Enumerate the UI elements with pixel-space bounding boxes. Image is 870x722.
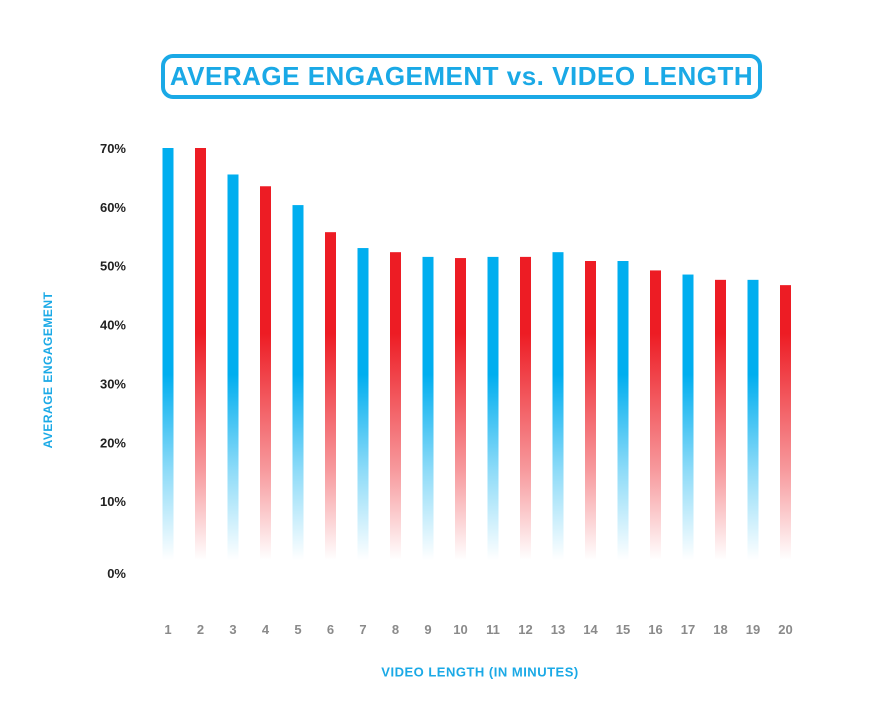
x-tick-label: 13: [551, 622, 565, 637]
bar-14: [585, 261, 596, 560]
bar-6: [325, 232, 336, 560]
bar-11: [487, 256, 499, 560]
x-tick-label: 10: [453, 622, 467, 637]
bar-17: [682, 274, 694, 560]
x-tick-label: 18: [713, 622, 727, 637]
y-tick-label: 40%: [100, 318, 126, 333]
x-tick-label: 9: [424, 622, 431, 637]
y-tick-label: 10%: [100, 494, 126, 509]
bar-9: [422, 256, 434, 560]
x-tick-label: 19: [746, 622, 760, 637]
y-axis-ticks: 0% 10% 20% 30% 40% 50% 60% 70%: [100, 141, 126, 581]
bar-12: [520, 256, 531, 560]
x-tick-label: 16: [648, 622, 662, 637]
y-tick-label: 50%: [100, 259, 126, 274]
x-tick-label: 14: [583, 622, 598, 637]
x-axis-label: VIDEO LENGTH (IN MINUTES): [381, 664, 579, 680]
bar-20: [780, 285, 791, 560]
bar-8: [390, 252, 401, 561]
x-tick-label: 11: [486, 622, 500, 637]
x-tick-label: 5: [294, 622, 301, 637]
x-tick-label: 1: [164, 622, 171, 637]
bar-19: [747, 279, 759, 560]
chart-title-box: AVERAGE ENGAGEMENT vs. VIDEO LENGTH: [161, 54, 762, 99]
bars: [162, 148, 791, 561]
x-tick-label: 17: [681, 622, 695, 637]
y-tick-label: 60%: [100, 200, 126, 215]
x-tick-label: 3: [229, 622, 236, 637]
chart-title: AVERAGE ENGAGEMENT vs. VIDEO LENGTH: [169, 61, 754, 91]
y-tick-label: 0%: [107, 566, 126, 581]
bar-18: [715, 279, 726, 560]
x-tick-label: 8: [392, 622, 399, 637]
x-tick-label: 6: [327, 622, 334, 637]
x-tick-label: 20: [778, 622, 792, 637]
x-tick-label: 15: [616, 622, 630, 637]
bar-3: [227, 174, 239, 560]
y-tick-label: 70%: [100, 141, 126, 156]
y-tick-label: 30%: [100, 376, 126, 391]
bar-2: [195, 148, 206, 560]
bar-5: [292, 205, 304, 560]
x-tick-label: 2: [197, 622, 204, 637]
y-tick-label: 20%: [100, 435, 126, 450]
bar-1: [162, 148, 174, 560]
x-tick-label: 12: [518, 622, 532, 637]
bar-10: [455, 258, 466, 560]
bar-15: [617, 261, 629, 560]
bar-13: [552, 252, 564, 561]
bar-4: [260, 186, 271, 560]
x-tick-label: 4: [262, 622, 270, 637]
bar-7: [357, 248, 369, 561]
bar-16: [650, 270, 661, 560]
x-tick-label: 7: [359, 622, 366, 637]
x-axis-ticks: 1 2 3 4 5 6 7 8 9 10 11 12 13 14 15 16 17 18 19 20: [164, 622, 792, 637]
